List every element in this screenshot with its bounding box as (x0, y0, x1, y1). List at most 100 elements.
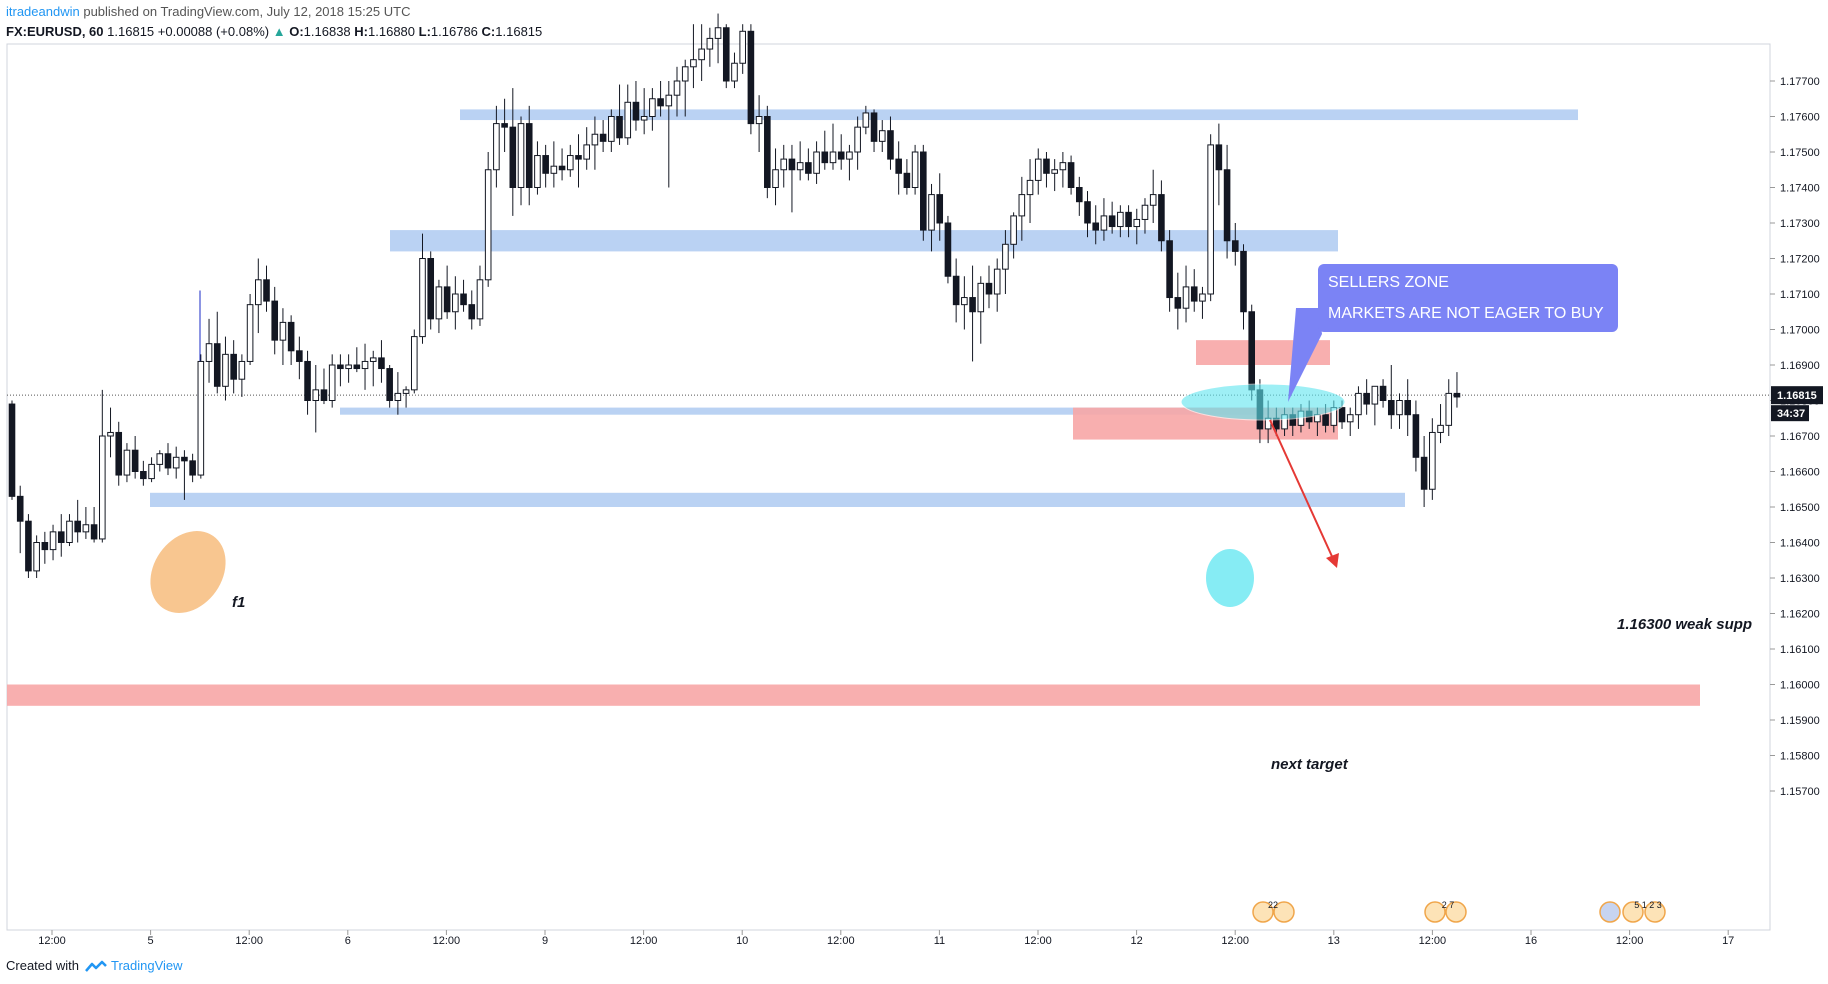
svg-text:2 7: 2 7 (1442, 900, 1455, 910)
event-marker-16[interactable]: 5 1 2 3 (1599, 900, 1666, 923)
candle (1059, 152, 1067, 188)
time-tick-label: 12:00 (1221, 935, 1249, 947)
candle (41, 531, 49, 564)
high-label: H: (354, 24, 369, 39)
tradingview-brand[interactable]: TradingView (85, 956, 183, 976)
target-arrow-line[interactable] (1269, 419, 1336, 564)
time-tick-label: 12 (1130, 935, 1142, 947)
time-tick-label: 5 (148, 935, 154, 947)
candle (501, 98, 508, 152)
time-tick-label: 12:00 (827, 935, 855, 947)
candle (263, 265, 270, 312)
candle (1108, 201, 1116, 234)
candle (796, 141, 804, 181)
tradingview-brand-label: TradingView (110, 958, 183, 973)
last-price: 1.16815 (107, 24, 155, 39)
candle (1412, 400, 1420, 472)
weak-support-label: 1.16300 weak supp (1617, 616, 1753, 633)
candle (1010, 212, 1017, 259)
countdown-badge (1771, 405, 1809, 422)
candle (1429, 418, 1436, 500)
candle (1182, 265, 1190, 323)
candle (969, 265, 976, 362)
resistance-zone-1.1597[interactable] (7, 684, 1700, 706)
support-zone-1.1725[interactable] (390, 230, 1338, 252)
candle (558, 148, 566, 181)
candle (599, 120, 607, 152)
candle (928, 183, 935, 252)
candle (780, 144, 788, 188)
candle (386, 365, 393, 408)
support-zone-1.1678[interactable] (340, 407, 1270, 415)
candle (435, 279, 443, 334)
candle (1379, 379, 1387, 408)
candle (936, 173, 944, 241)
candle (805, 148, 812, 181)
candle (591, 116, 599, 170)
time-tick-label: 12:00 (1419, 935, 1447, 947)
candle (213, 311, 221, 394)
candle (222, 336, 229, 401)
candle (443, 265, 451, 319)
candle (255, 258, 262, 334)
candle (1034, 148, 1042, 195)
time-axis[interactable]: 12:00 5 12:00 6 12:00 9 12:00 10 12:00 11 12:00 12 1… (7, 929, 1770, 947)
candle (788, 144, 796, 213)
candle (1240, 244, 1247, 330)
price-axis[interactable]: 1.17700 1.17600 1.17500 1.17400 1.17300 1.172… (1769, 44, 1823, 930)
time-tick-label: 12:00 (235, 935, 263, 947)
sellers-zone-ellipse[interactable] (1180, 383, 1346, 421)
plot-frame (6, 43, 1771, 931)
f1-highlight-ellipse[interactable] (135, 516, 241, 627)
support-zone-1.1652[interactable] (150, 492, 1405, 507)
last-price-label: 1.16815 (1777, 390, 1817, 402)
candle (394, 372, 402, 415)
candle (410, 329, 418, 394)
candle (1076, 176, 1083, 216)
time-tick-label: 12:00 (1616, 935, 1644, 947)
author-link[interactable]: itradeandwin (6, 4, 80, 19)
candle (8, 400, 16, 500)
candle (320, 368, 328, 405)
low-value: 1.16786 (430, 24, 478, 39)
callout-text: MARKETS ARE NOT EAGER TO BUY (1328, 305, 1604, 322)
candle (57, 514, 65, 557)
target-arrow-head-icon (1326, 553, 1339, 568)
ohlc-legend: FX:EURUSD, 60 1.16815 +0.00088 (+0.08%) … (6, 22, 542, 42)
candle (903, 159, 911, 195)
candle (181, 450, 188, 500)
candle (731, 52, 738, 89)
candle (361, 343, 369, 390)
price-tick-label: 1.17400 (1780, 183, 1820, 195)
high-value: 1.16880 (368, 24, 416, 39)
candle (1215, 123, 1223, 206)
candle (714, 13, 722, 64)
time-tick-label: 12:00 (38, 935, 66, 947)
time-tick-label: 11 (934, 935, 945, 947)
candle (164, 443, 172, 476)
candle (296, 336, 303, 380)
price-chart[interactable]: SELLERS ZONE MARKETS ARE NOT EAGER TO BU… (0, 0, 1828, 950)
candle (328, 354, 336, 408)
event-marker-12[interactable]: 22 (1252, 900, 1295, 923)
candle (189, 453, 196, 483)
sellers-zone-callout[interactable] (1318, 264, 1618, 332)
event-marker-13[interactable]: 2 7 (1424, 900, 1467, 923)
candle (238, 354, 246, 397)
candle (493, 105, 500, 188)
candle (419, 233, 426, 344)
f1-label: f1 (232, 594, 245, 611)
published-text: published on TradingView.com, July 12, 2… (83, 4, 411, 19)
candle (1141, 198, 1149, 234)
candle (484, 152, 492, 287)
candle (616, 84, 623, 145)
symbol-label[interactable]: FX:EURUSD, 60 (6, 24, 104, 39)
candle (287, 315, 295, 365)
candle (131, 436, 139, 479)
candle (878, 120, 886, 152)
candle (16, 485, 24, 554)
support-touch-ellipse[interactable] (1206, 549, 1254, 607)
support-zone-1.1761[interactable] (460, 109, 1578, 121)
candle (1346, 407, 1354, 436)
price-tick-label: 1.17600 (1780, 112, 1820, 124)
